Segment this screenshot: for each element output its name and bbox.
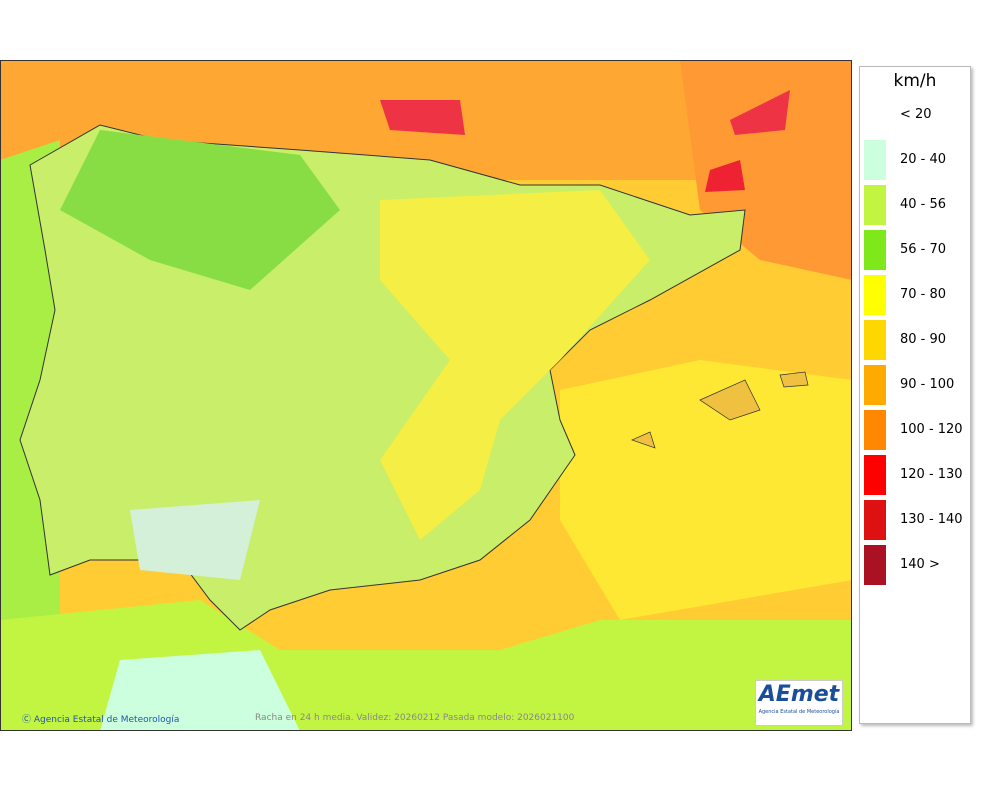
legend-label: 120 - 130 (900, 467, 963, 482)
legend-label: < 20 (900, 107, 932, 122)
logo-name: AEmet (758, 682, 840, 707)
credit: Ⓒ Agencia Estatal de Meteorología (22, 715, 180, 725)
legend-item: 56 - 70 (864, 230, 968, 270)
legend-title: km/h (893, 71, 937, 91)
legend-label: 40 - 56 (900, 197, 947, 212)
legend-item: 90 - 100 (864, 365, 968, 405)
legend-item: 120 - 130 (864, 455, 968, 495)
logo: AEmet Agencia Estatal de Meteorología (755, 680, 843, 726)
legend-item: 80 - 90 (864, 320, 968, 360)
legend-swatch (864, 365, 886, 405)
legend-label: 20 - 40 (900, 152, 947, 167)
legend-item: 40 - 56 (864, 185, 968, 225)
legend-item: 20 - 40 (864, 140, 968, 180)
legend: km/h < 20 20 - 40 40 - 56 56 - 70 70 - 80 80 … (859, 66, 971, 724)
legend-swatch (864, 410, 886, 450)
wind-map (0, 60, 852, 731)
legend-item: 70 - 80 (864, 275, 968, 315)
legend-swatch (864, 230, 886, 270)
legend-swatch (864, 185, 886, 225)
gust-spot (705, 160, 745, 192)
legend-label: 140 > (900, 557, 940, 572)
mallorca (699, 379, 761, 421)
east-zone (380, 190, 650, 540)
legend-item: < 20 (864, 95, 968, 135)
legend-label: 130 - 140 (900, 512, 963, 527)
map-frame (0, 60, 852, 731)
legend-label: 70 - 80 (900, 287, 947, 302)
south-zone (130, 500, 260, 580)
legend-item: 130 - 140 (864, 500, 968, 540)
legend-swatch (864, 455, 886, 495)
legend-swatch (864, 500, 886, 540)
legend-label: 100 - 120 (900, 422, 963, 437)
legend-swatch (864, 95, 886, 135)
legend-swatch (864, 545, 886, 585)
legend-label: 90 - 100 (900, 377, 955, 392)
north-zone (60, 130, 340, 290)
caption: Racha en 24 h media. Validez: 20260212 P… (255, 713, 575, 723)
menorca (779, 371, 809, 388)
legend-label: 56 - 70 (900, 242, 947, 257)
legend-swatch (864, 320, 886, 360)
gust-spot (380, 100, 465, 135)
legend-item: 100 - 120 (864, 410, 968, 450)
logo-subtitle: Agencia Estatal de Meteorología (758, 709, 840, 715)
ibiza (631, 431, 656, 449)
mediterranean (560, 360, 852, 620)
calm-zone (100, 650, 300, 731)
legend-swatch (864, 140, 886, 180)
gust-spot (730, 90, 790, 135)
legend-label: 80 - 90 (900, 332, 947, 347)
legend-item: 140 > (864, 545, 968, 585)
legend-swatch (864, 275, 886, 315)
